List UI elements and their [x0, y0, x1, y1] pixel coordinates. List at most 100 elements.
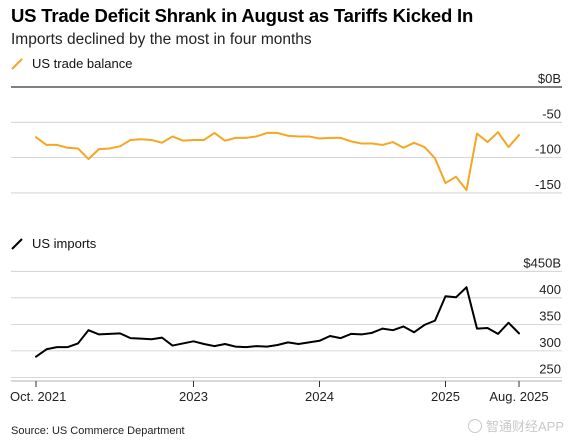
data-point-imports-40 [455, 296, 457, 298]
data-point-imports-39 [444, 295, 446, 297]
legend-label-trade-balance: US trade balance [32, 56, 133, 71]
legend-imports: US imports [11, 236, 96, 251]
data-point-balance-38 [434, 157, 436, 159]
series-line-balance [35, 131, 520, 192]
watermark-text: 智通财经APP [485, 419, 564, 434]
data-point-balance-12 [161, 142, 163, 144]
data-point-balance-46 [518, 134, 520, 136]
data-point-imports-19 [234, 345, 236, 347]
data-point-imports-15 [192, 340, 194, 342]
data-point-balance-43 [486, 141, 488, 143]
data-point-imports-31 [360, 333, 362, 335]
data-point-imports-36 [413, 331, 415, 333]
data-point-imports-13 [171, 344, 173, 346]
data-point-balance-26 [308, 135, 310, 137]
data-point-balance-0 [35, 136, 37, 138]
data-point-imports-35 [402, 325, 404, 327]
data-point-imports-45 [507, 322, 509, 324]
data-point-balance-20 [245, 137, 247, 139]
chart-title: US Trade Deficit Shrank in August as Tar… [11, 5, 474, 26]
data-point-imports-41 [465, 286, 467, 288]
y-tick-label-balance-3: -150 [535, 177, 561, 192]
data-point-balance-17 [213, 132, 215, 134]
data-point-balance-15 [192, 139, 194, 141]
y-tick-label-imports-3: 300 [539, 335, 561, 350]
x-tick-label-2: 2024 [305, 389, 334, 404]
data-point-imports-28 [329, 335, 331, 337]
data-point-balance-32 [371, 142, 373, 144]
data-point-imports-6 [98, 333, 100, 335]
data-point-imports-26 [308, 341, 310, 343]
watermark: 智通财经APP [467, 416, 564, 435]
data-point-balance-2 [56, 144, 58, 146]
legend-label-imports: US imports [32, 236, 97, 251]
data-point-balance-1 [45, 144, 47, 146]
data-point-balance-13 [171, 135, 173, 137]
data-point-balance-16 [203, 139, 205, 141]
y-tick-label-balance-2: -100 [535, 142, 561, 157]
data-point-imports-27 [318, 340, 320, 342]
data-point-balance-21 [255, 135, 257, 137]
x-tick-label-0: Oct. 2021 [10, 389, 66, 404]
data-point-imports-10 [140, 337, 142, 339]
data-point-balance-5 [87, 158, 89, 160]
data-point-imports-29 [339, 337, 341, 339]
data-point-imports-21 [255, 345, 257, 347]
data-point-imports-16 [203, 343, 205, 345]
data-point-imports-17 [213, 345, 215, 347]
data-point-balance-3 [66, 147, 68, 149]
watermark-logo-icon [467, 418, 482, 433]
data-point-imports-24 [287, 341, 289, 343]
y-tick-label-imports-4: 250 [539, 361, 561, 376]
y-tick-label-imports-2: 350 [539, 308, 561, 323]
data-point-balance-27 [318, 137, 320, 139]
y-tick-label-balance-0: $0B [538, 71, 561, 86]
chart-subtitle: Imports declined by the most in four mon… [11, 31, 312, 48]
data-point-balance-39 [444, 182, 446, 184]
data-point-imports-34 [392, 329, 394, 331]
imports-panel: $450B 400 350 300 250 [11, 255, 562, 378]
data-point-balance-45 [507, 146, 509, 148]
data-point-balance-23 [276, 132, 278, 134]
data-point-balance-44 [497, 131, 499, 133]
data-point-imports-12 [161, 336, 163, 338]
data-point-balance-9 [129, 139, 131, 141]
data-point-imports-2 [56, 346, 58, 348]
data-point-imports-37 [423, 324, 425, 326]
data-point-imports-33 [381, 327, 383, 329]
data-point-imports-43 [486, 327, 488, 329]
data-point-balance-29 [339, 137, 341, 139]
data-point-imports-38 [434, 319, 436, 321]
data-point-balance-14 [182, 139, 184, 141]
data-point-balance-22 [266, 132, 268, 134]
data-point-balance-35 [402, 147, 404, 149]
data-point-imports-4 [77, 342, 79, 344]
data-point-balance-10 [140, 138, 142, 140]
data-point-imports-30 [350, 333, 352, 335]
x-axis: Oct. 2021 2023 2024 2025 Aug. 2025 [10, 380, 562, 404]
data-point-imports-23 [276, 344, 278, 346]
trade-balance-panel: $0B -50 -100 -150 [11, 71, 562, 194]
y-tick-label-imports-1: 400 [539, 282, 561, 297]
data-point-imports-0 [35, 356, 37, 358]
data-point-balance-19 [234, 137, 236, 139]
data-point-imports-14 [182, 342, 184, 344]
data-point-balance-24 [287, 135, 289, 137]
data-point-balance-42 [476, 132, 478, 134]
source-note: Source: US Commerce Department [11, 425, 185, 437]
x-tick-label-4: Aug. 2025 [489, 389, 548, 404]
data-point-balance-4 [77, 147, 79, 149]
data-point-imports-25 [297, 343, 299, 345]
legend-trade-balance: US trade balance [11, 56, 132, 71]
data-point-imports-18 [224, 343, 226, 345]
data-point-balance-11 [150, 139, 152, 141]
data-point-imports-32 [371, 332, 373, 334]
data-point-imports-11 [150, 338, 152, 340]
data-point-imports-3 [66, 346, 68, 348]
data-point-imports-22 [266, 345, 268, 347]
legend-swatch-trade-balance [11, 57, 23, 70]
y-tick-label-balance-1: -50 [542, 106, 561, 121]
data-point-imports-42 [476, 327, 478, 329]
data-point-balance-28 [329, 137, 331, 139]
data-point-imports-8 [119, 332, 121, 334]
